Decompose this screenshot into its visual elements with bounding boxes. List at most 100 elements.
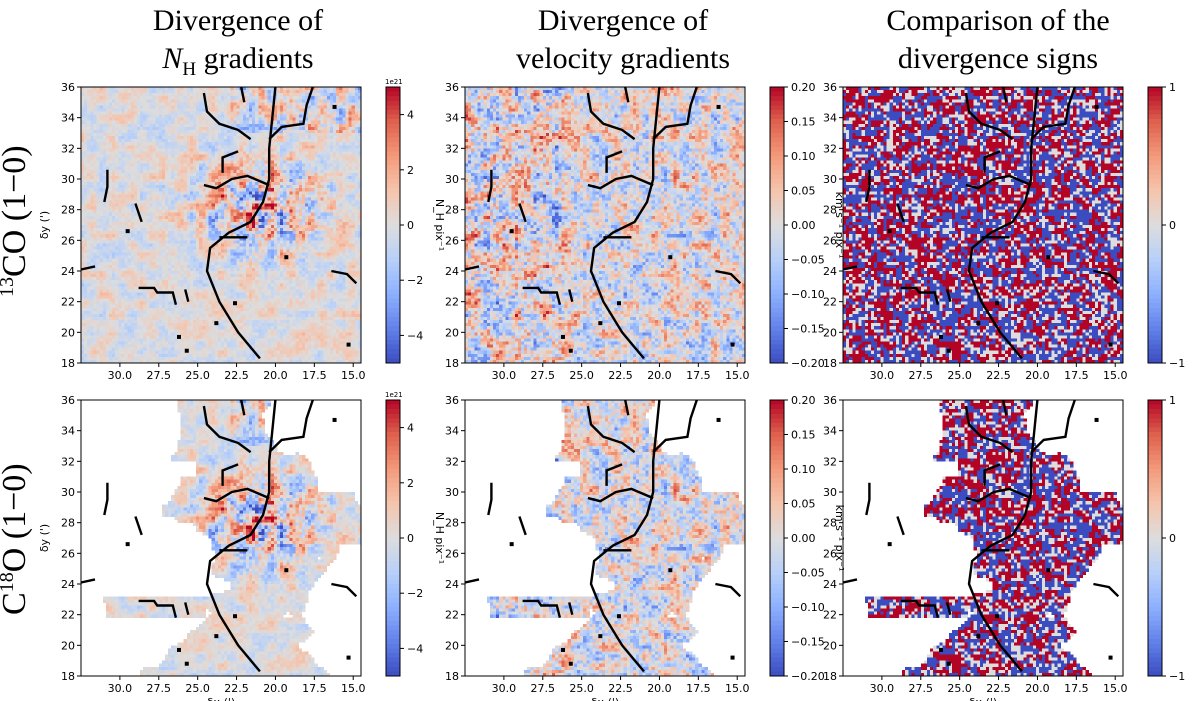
heatmap-cell <box>186 111 191 115</box>
heatmap-cell <box>258 99 262 103</box>
heatmap-cell <box>295 166 300 171</box>
heatmap-cell <box>273 139 278 143</box>
heatmap-cell <box>354 114 359 119</box>
heatmap-cell <box>292 139 297 143</box>
heatmap-cell <box>137 191 141 195</box>
heatmap-cell <box>301 139 306 143</box>
heatmap-cell <box>211 172 216 177</box>
heatmap-cell <box>323 108 328 112</box>
heatmap-cell <box>233 185 237 189</box>
heatmap-cell <box>258 87 262 91</box>
heatmap-cell <box>196 148 200 152</box>
heatmap-cell <box>199 243 203 247</box>
heatmap-cell <box>87 243 91 247</box>
heatmap-cell <box>357 252 362 257</box>
heatmap-cell <box>149 99 153 103</box>
heatmap-cell <box>105 129 110 134</box>
heatmap-cell <box>264 206 269 211</box>
heatmap-cell <box>155 179 160 183</box>
heatmap-cell <box>273 237 278 241</box>
heatmap-cell <box>311 215 315 220</box>
heatmap-cell <box>320 182 325 186</box>
heatmap-cell <box>202 114 206 119</box>
heatmap-cell <box>264 212 269 217</box>
heatmap-cell <box>158 182 163 186</box>
heatmap-cell <box>286 228 290 232</box>
heatmap-cell <box>149 243 153 247</box>
heatmap-cell <box>152 120 157 125</box>
heatmap-cell <box>348 148 353 152</box>
heatmap-cell <box>112 108 116 112</box>
heatmap-cell <box>133 172 138 177</box>
heatmap-cell <box>130 179 135 183</box>
heatmap-cell <box>214 126 219 131</box>
heatmap-cell <box>199 194 203 198</box>
heatmap-cell <box>333 148 337 152</box>
heatmap-cell <box>298 182 303 186</box>
heatmap-cell <box>90 234 94 238</box>
heatmap-cell <box>289 148 293 152</box>
heatmap-cell <box>295 172 300 177</box>
heatmap-cell <box>121 179 125 183</box>
heatmap-cell <box>333 228 337 232</box>
heatmap-cell <box>211 191 216 195</box>
heatmap-cell <box>81 87 85 91</box>
heatmap-cell <box>90 96 94 100</box>
heatmap-cell <box>255 136 259 140</box>
heatmap-cell <box>186 117 191 122</box>
heatmap-cell <box>146 151 150 155</box>
heatmap-cell <box>183 182 188 186</box>
heatmap-cell <box>345 249 349 253</box>
heatmap-cell <box>211 166 216 171</box>
heatmap-cell <box>270 218 275 223</box>
heatmap-cell <box>199 185 203 189</box>
heatmap-cell <box>105 200 110 204</box>
heatmap-cell <box>96 212 101 217</box>
heatmap-cell <box>308 221 312 226</box>
heatmap-cell <box>342 108 346 112</box>
heatmap-cell <box>329 151 334 155</box>
heatmap-cell <box>174 133 178 137</box>
heatmap-cell <box>140 166 144 171</box>
heatmap-cell <box>339 105 343 109</box>
heatmap-cell <box>133 206 138 211</box>
nh-symbol: N <box>162 42 182 75</box>
heatmap-cell <box>351 234 356 238</box>
heatmap-cell <box>208 188 213 192</box>
heatmap-cell <box>224 90 228 94</box>
heatmap-cell <box>133 221 138 226</box>
heatmap-cell <box>158 228 163 232</box>
heatmap-cell <box>354 102 359 106</box>
heatmap-cell <box>252 99 256 103</box>
heatmap-cell <box>298 206 303 211</box>
heatmap-cell <box>252 221 256 226</box>
heatmap-cell <box>99 194 104 198</box>
heatmap-cell <box>93 111 97 115</box>
heatmap-cell <box>90 255 94 260</box>
heatmap-cell <box>140 197 144 201</box>
heatmap-cell <box>317 139 321 143</box>
heatmap-cell <box>308 225 312 229</box>
heatmap-cell <box>84 240 88 244</box>
heatmap-cell <box>81 185 85 189</box>
heatmap-cell <box>140 148 144 152</box>
heatmap-cell <box>146 191 150 195</box>
heatmap-cell <box>121 240 125 244</box>
heatmap-cell <box>152 237 157 241</box>
heatmap-cell <box>333 111 337 115</box>
heatmap-cell <box>196 185 200 189</box>
heatmap-cell <box>202 191 206 195</box>
heatmap-cell <box>357 148 362 152</box>
heatmap-cell <box>305 114 309 119</box>
heatmap-cell <box>174 212 178 217</box>
heatmap-cell <box>289 96 293 100</box>
heatmap-cell <box>320 90 325 94</box>
heatmap-cell <box>121 243 125 247</box>
heatmap-cell <box>236 166 241 171</box>
heatmap-cell <box>202 234 206 238</box>
heatmap-cell <box>280 194 284 198</box>
heatmap-cell <box>208 151 213 155</box>
heatmap-cell <box>211 154 216 158</box>
heatmap-cell <box>317 163 321 168</box>
